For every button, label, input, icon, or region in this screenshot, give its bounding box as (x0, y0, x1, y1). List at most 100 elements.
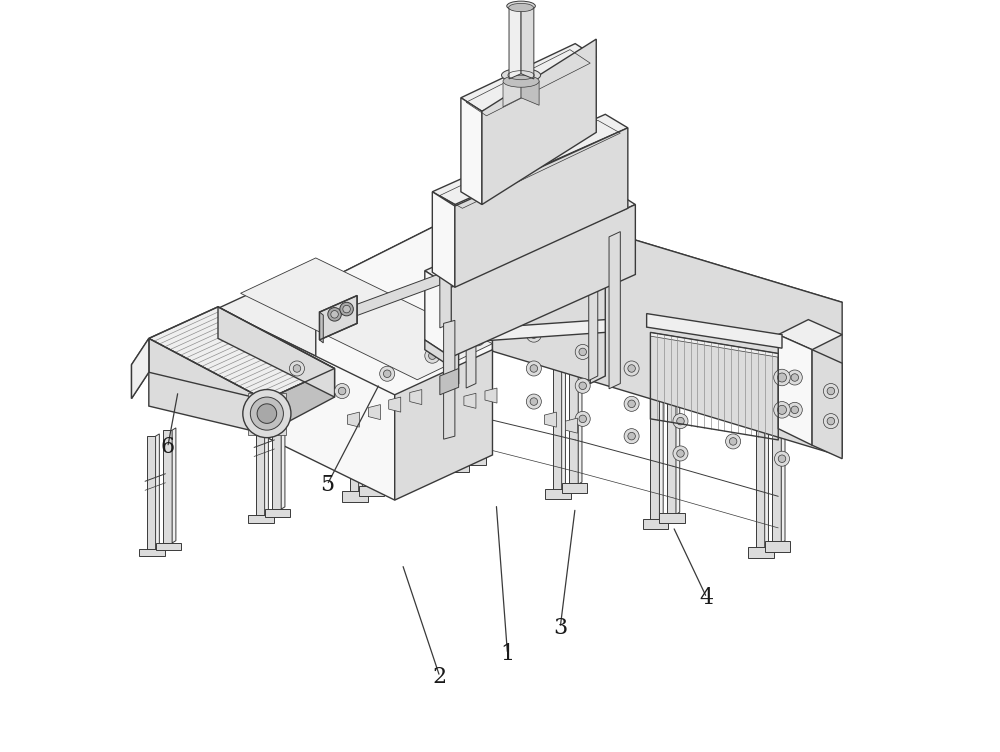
Circle shape (526, 361, 541, 376)
Polygon shape (172, 428, 176, 543)
Polygon shape (156, 434, 159, 549)
Ellipse shape (507, 1, 535, 11)
Polygon shape (316, 197, 492, 440)
Polygon shape (256, 402, 265, 515)
Polygon shape (320, 296, 357, 340)
Polygon shape (460, 325, 464, 462)
Text: 5: 5 (320, 474, 334, 496)
Polygon shape (482, 39, 596, 205)
Polygon shape (425, 340, 451, 367)
Circle shape (628, 365, 635, 372)
Polygon shape (163, 430, 172, 543)
Polygon shape (778, 320, 842, 350)
Polygon shape (492, 197, 842, 456)
Polygon shape (589, 215, 598, 381)
Polygon shape (503, 74, 521, 107)
Polygon shape (395, 350, 492, 500)
Circle shape (526, 394, 541, 409)
Polygon shape (444, 320, 605, 344)
Polygon shape (368, 405, 380, 420)
Circle shape (777, 405, 787, 414)
Polygon shape (676, 377, 680, 514)
Polygon shape (265, 509, 290, 517)
Polygon shape (149, 338, 265, 434)
Polygon shape (432, 192, 455, 287)
Circle shape (243, 390, 291, 438)
Circle shape (579, 348, 586, 356)
Circle shape (575, 378, 590, 393)
Polygon shape (218, 307, 335, 397)
Polygon shape (444, 218, 459, 391)
Polygon shape (461, 44, 596, 111)
Circle shape (575, 344, 590, 359)
Circle shape (787, 370, 802, 385)
Circle shape (628, 400, 635, 408)
Polygon shape (248, 393, 286, 435)
Circle shape (331, 311, 338, 318)
Circle shape (530, 365, 538, 372)
Circle shape (774, 451, 790, 466)
Polygon shape (647, 314, 782, 348)
Polygon shape (461, 98, 482, 205)
Polygon shape (265, 400, 268, 515)
Circle shape (338, 387, 346, 395)
Polygon shape (521, 2, 534, 79)
Text: 4: 4 (700, 587, 714, 609)
Polygon shape (425, 188, 635, 287)
Circle shape (624, 361, 639, 376)
Circle shape (289, 361, 304, 376)
Polygon shape (578, 347, 582, 484)
Polygon shape (359, 486, 384, 496)
Circle shape (530, 331, 538, 338)
Circle shape (530, 398, 538, 405)
Circle shape (777, 373, 787, 382)
Polygon shape (389, 397, 401, 412)
Circle shape (474, 335, 481, 342)
Circle shape (470, 331, 485, 346)
Polygon shape (455, 128, 628, 287)
Circle shape (774, 402, 790, 418)
Polygon shape (650, 385, 659, 520)
Ellipse shape (509, 4, 533, 11)
Circle shape (579, 382, 586, 390)
Polygon shape (248, 515, 274, 523)
Circle shape (380, 366, 395, 381)
Circle shape (335, 384, 350, 399)
Polygon shape (218, 308, 395, 500)
Polygon shape (320, 312, 323, 343)
Polygon shape (509, 2, 521, 79)
Polygon shape (609, 232, 620, 389)
Circle shape (778, 455, 786, 462)
Polygon shape (281, 394, 285, 509)
Polygon shape (812, 350, 842, 459)
Circle shape (726, 434, 741, 449)
Circle shape (624, 429, 639, 444)
Polygon shape (425, 271, 451, 357)
Polygon shape (432, 114, 628, 205)
Polygon shape (347, 412, 359, 427)
Polygon shape (132, 338, 149, 399)
Circle shape (328, 308, 341, 321)
Polygon shape (147, 436, 156, 549)
Polygon shape (562, 353, 565, 490)
Circle shape (673, 446, 688, 461)
Polygon shape (521, 74, 539, 105)
Circle shape (673, 414, 688, 429)
Polygon shape (562, 483, 587, 493)
Polygon shape (156, 543, 181, 550)
Polygon shape (756, 414, 765, 549)
Text: 2: 2 (433, 666, 447, 688)
Circle shape (250, 397, 283, 430)
Polygon shape (272, 396, 281, 509)
Polygon shape (659, 513, 685, 523)
Circle shape (575, 411, 590, 426)
Polygon shape (440, 368, 459, 395)
Polygon shape (667, 379, 676, 514)
Circle shape (425, 348, 440, 363)
Polygon shape (643, 519, 668, 529)
Circle shape (791, 406, 799, 414)
Polygon shape (218, 263, 492, 395)
Circle shape (827, 417, 835, 425)
Polygon shape (466, 223, 476, 388)
Polygon shape (265, 368, 335, 434)
